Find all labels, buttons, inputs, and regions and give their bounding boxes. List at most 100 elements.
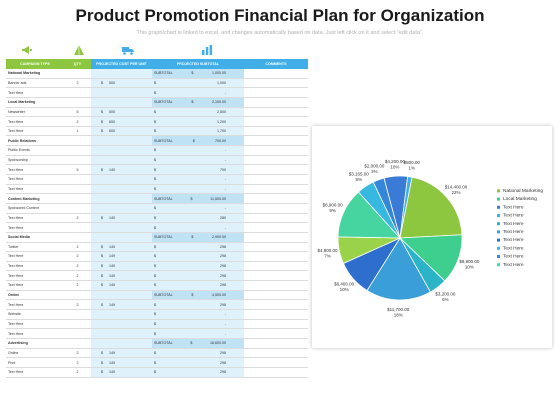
subtotal-value: -	[224, 331, 226, 336]
pie-value-label: $11,700.00	[387, 307, 410, 312]
campaign-type-cell: Advertising	[6, 338, 64, 349]
campaign-type-cell: Sponsorship	[6, 155, 64, 166]
cost-per-unit-cell: $149	[91, 261, 152, 272]
cost-per-unit-cell: $500	[91, 107, 152, 118]
comments-cell	[244, 155, 308, 166]
campaign-type-cell: Local Marketing	[6, 97, 64, 108]
comments-cell	[244, 107, 308, 118]
subtotal-cell: $ -	[152, 155, 244, 166]
pie-slice	[399, 176, 463, 239]
qty-cell	[64, 203, 91, 214]
table-row: Text Here 2 $600 $1,200	[6, 116, 308, 127]
subtotal-cell: $ -	[152, 222, 244, 233]
subtotal-value: 1,700	[217, 129, 226, 134]
comments-cell	[244, 203, 308, 214]
subtotal-value: 280	[220, 215, 226, 220]
header-subtotal: PROJECTED SUBTOTAL	[152, 59, 244, 69]
qty-cell	[64, 145, 91, 156]
cost-per-unit-cell	[91, 174, 152, 185]
table-row: Text Here 2 $149 $298	[6, 261, 308, 272]
subtotal-value: -	[224, 321, 226, 326]
cost-value: 149	[109, 254, 115, 259]
bar-chart-icon	[200, 44, 214, 58]
comments-cell	[244, 280, 308, 291]
table-row: Text Here 2 $149 $298	[6, 367, 308, 378]
table-header-row: CAMPAIGN TYPE QTY PROJECTED COST PER UNI…	[6, 59, 308, 69]
table-row: Sponsored Content $ -	[6, 203, 308, 214]
header-comments: COMMENTS	[244, 59, 308, 69]
subtotal-cell: SUBTOTAL $4,500.00	[152, 290, 244, 301]
subtotal-cell: $1,700	[152, 126, 244, 137]
legend-swatch	[497, 255, 500, 258]
qty-cell	[64, 328, 91, 339]
qty-cell: 2	[64, 78, 91, 89]
comments-cell	[244, 319, 308, 330]
cost-per-unit-cell: $149	[91, 280, 152, 291]
subtotal-label: SUBTOTAL	[154, 293, 173, 298]
campaign-type-cell: Text Here	[6, 87, 64, 98]
comments-cell	[244, 309, 308, 320]
cost-value: 149	[109, 302, 115, 307]
subtotal-cell: $ -	[152, 184, 244, 195]
legend-swatch	[497, 230, 500, 234]
campaign-type-cell: Content Marketing	[6, 193, 64, 204]
campaign-type-cell: Text Here	[6, 299, 64, 310]
campaign-type-cell: Banner ads	[6, 78, 64, 89]
comments-cell	[244, 213, 308, 224]
campaign-type-cell: Text Here	[6, 126, 64, 137]
subtotal-cell: $298	[152, 251, 244, 262]
qty-cell	[64, 135, 91, 147]
legend-entry: Text Here	[503, 254, 524, 260]
campaign-type-cell: Sponsored Content	[6, 203, 64, 214]
campaign-type-cell: Text Here	[6, 184, 64, 195]
table-row: Sponsorship $ -	[6, 155, 308, 166]
cost-per-unit-cell	[91, 145, 152, 156]
header-campaign-type: CAMPAIGN TYPE	[6, 59, 64, 69]
campaign-type-cell: Newsletter	[6, 107, 64, 118]
comments-cell	[244, 338, 308, 349]
subtotal-value: 700	[220, 167, 226, 172]
pie-value-label: $2,000.00	[364, 164, 385, 169]
legend-entry: Text Here	[503, 262, 524, 268]
category-row: Content Marketing SUBTOTAL $11,500.00	[6, 193, 308, 204]
subtotal-label: SUBTOTAL	[154, 235, 173, 240]
cost-per-unit-cell	[91, 232, 152, 243]
subtotal-value: 298	[220, 360, 226, 365]
cost-per-unit-cell	[91, 97, 152, 108]
legend-swatch	[497, 263, 500, 267]
table-body: National Marketing SUBTOTAL $1,000.00 Banne…	[6, 69, 308, 378]
cost-per-unit-cell: $140	[91, 164, 152, 176]
subtotal-value: 1,200	[217, 119, 226, 124]
pie-percent-label: 10%	[390, 165, 399, 170]
qty-cell: 5	[64, 164, 91, 176]
qty-cell: 2	[64, 299, 91, 310]
table-row: Website $ -	[6, 309, 308, 320]
legend-entry: Text Here	[503, 213, 524, 219]
cost-per-unit-cell: $149	[91, 367, 152, 378]
cost-per-unit-cell: $600	[91, 126, 152, 137]
subtotal-value: 298	[220, 350, 226, 355]
cost-value: 600	[109, 119, 115, 124]
subtotal-value: 4,500.00	[211, 293, 226, 298]
table-row: Online 2 $149 $298	[6, 348, 308, 359]
pie-value-label: $8,900.00	[459, 259, 480, 264]
comments-cell	[244, 193, 308, 204]
subtotal-cell: $ -	[152, 87, 244, 98]
comments-cell	[244, 174, 308, 185]
legend-entry: Text Here	[503, 237, 524, 243]
subtotal-value: 11,500.00	[210, 196, 226, 201]
campaign-type-cell: Text Here	[6, 261, 64, 272]
comments-cell	[244, 69, 308, 79]
category-row: Local Marketing SUBTOTAL $2,100.00	[6, 97, 308, 108]
subtotal-value: -	[224, 187, 226, 191]
cost-per-unit-cell	[91, 319, 152, 330]
header-cost-per-unit: PROJECTED COST PER UNIT	[91, 59, 152, 69]
qty-cell: 2	[64, 357, 91, 368]
cost-per-unit-cell	[91, 155, 152, 166]
qty-cell: 2	[64, 367, 91, 378]
qty-cell	[64, 319, 91, 330]
cost-value: 149	[109, 350, 115, 355]
campaign-type-cell: National Marketing	[6, 69, 64, 79]
comments-cell	[244, 116, 308, 127]
qty-cell: 2	[64, 213, 91, 224]
